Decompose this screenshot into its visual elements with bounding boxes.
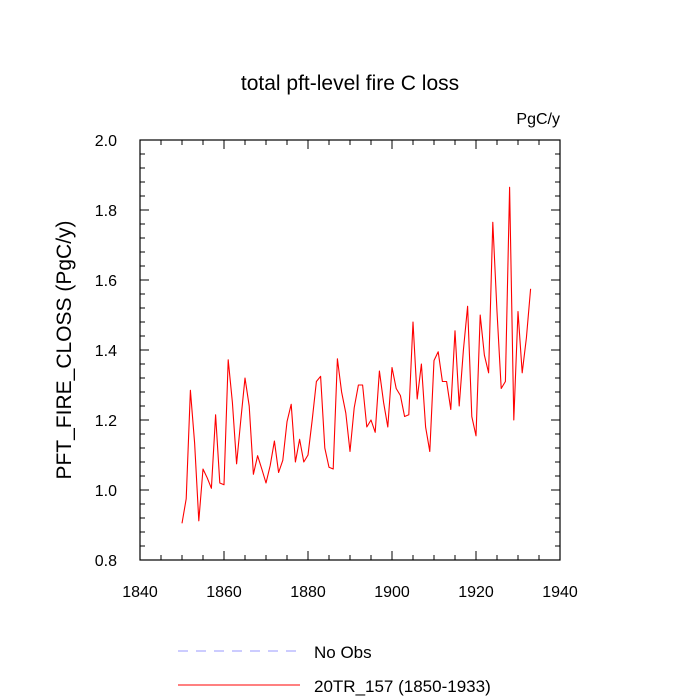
y-tick-label: 0.8 — [95, 553, 117, 570]
x-tick-label: 1860 — [206, 584, 242, 601]
x-tick-label: 1880 — [290, 584, 326, 601]
x-tick-label: 1920 — [458, 584, 494, 601]
legend: No Obs 20TR_157 (1850-1933) — [178, 643, 491, 696]
chart-title: total pft-level fire C loss — [241, 72, 459, 95]
series-line-20tr-157-1850-1933 — [181, 186, 532, 524]
x-tick-label: 1840 — [122, 584, 158, 601]
y-tick-label: 1.4 — [95, 343, 117, 360]
y-tick-label: 1.2 — [95, 413, 117, 430]
axis-ticks: 1840 1860 1880 1900 1920 1940 0.8 1.0 1.2 1.4 1.6 1… — [95, 133, 578, 601]
x-tick-label: 1900 — [374, 584, 410, 601]
legend-label-20tr-157: 20TR_157 (1850-1933) — [314, 677, 491, 696]
y-tick-label: 1.8 — [95, 203, 117, 220]
units-label: PgC/y — [516, 111, 560, 128]
x-tick-label: 1940 — [542, 584, 578, 601]
y-tick-label: 1.6 — [95, 273, 117, 290]
y-tick-label: 1.0 — [95, 483, 117, 500]
plot-frame — [139, 139, 561, 561]
y-tick-label: 2.0 — [95, 133, 117, 150]
legend-label-no-obs: No Obs — [314, 643, 372, 662]
y-axis-label: PFT_FIRE_CLOSS (PgC/y) — [53, 220, 76, 479]
series-layer — [181, 186, 532, 524]
